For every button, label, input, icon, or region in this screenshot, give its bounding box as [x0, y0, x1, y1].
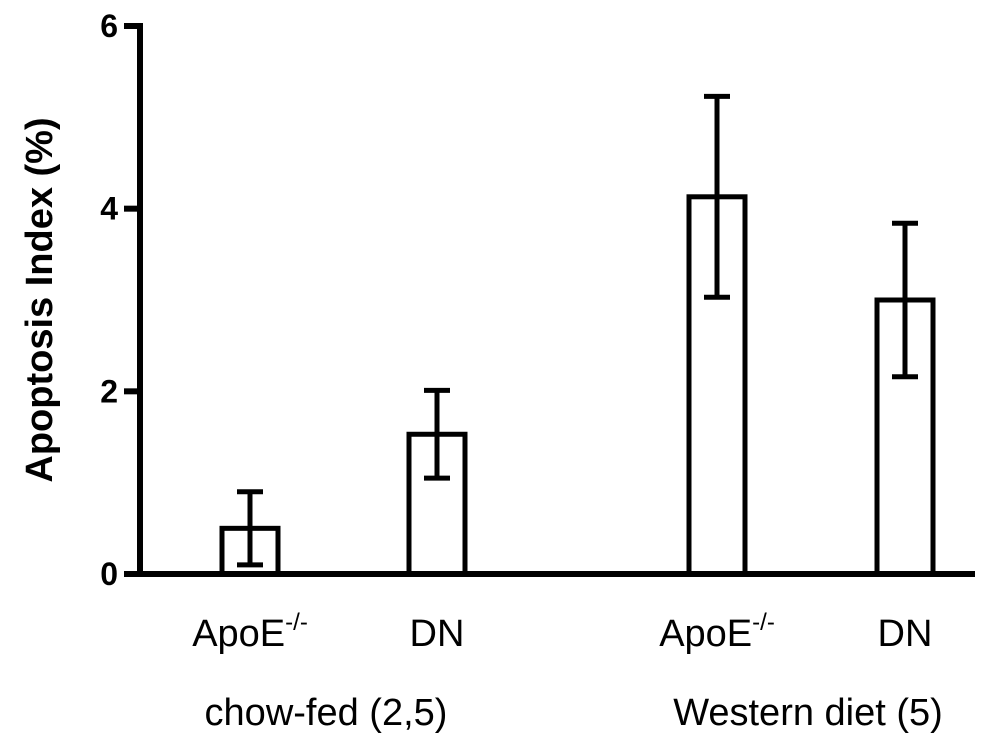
x-category-label: DN [878, 613, 933, 655]
y-tick-label: 0 [100, 556, 118, 592]
error-bar [704, 93, 730, 300]
bars-layer [219, 194, 936, 577]
x-category-label: DN [410, 613, 465, 655]
error-bar [237, 489, 263, 568]
labels-layer: 0 2 4 6 Apoptosis Index (%) ApoE-/- DN ApoE-/- D… [19, 8, 943, 734]
x-group-label: chow-fed (2,5) [205, 692, 448, 734]
error-bars-layer [237, 93, 918, 568]
y-tick-label: 2 [100, 373, 118, 409]
bar [874, 297, 936, 577]
x-category-label: ApoE-/- [192, 609, 308, 655]
y-tick-label: 4 [100, 191, 118, 227]
error-bar [424, 387, 450, 481]
x-category-label: ApoE-/- [659, 609, 775, 655]
error-bar [892, 220, 918, 380]
x-group-label: Western diet (5) [673, 692, 943, 734]
y-tick-label: 6 [100, 8, 118, 44]
y-axis-title: Apoptosis Index (%) [19, 117, 61, 482]
axes-layer [124, 23, 975, 577]
